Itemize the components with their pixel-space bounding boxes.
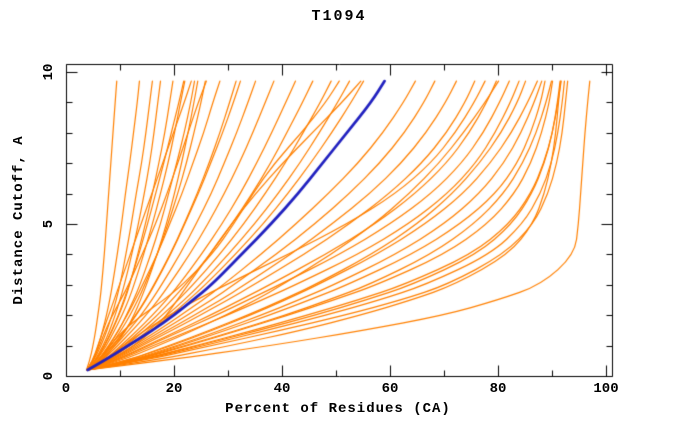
x-tick-label: 100 xyxy=(593,381,619,397)
x-axis-label: Percent of Residues (CA) xyxy=(225,401,451,417)
y-tick-label: 5 xyxy=(41,219,57,229)
y-tick-label: 10 xyxy=(41,63,57,81)
x-tick-label: 80 xyxy=(489,381,507,397)
x-tick-label: 60 xyxy=(381,381,399,397)
y-tick-label: 0 xyxy=(41,371,57,381)
x-tick-label: 40 xyxy=(273,381,291,397)
chart-title: T1094 xyxy=(311,8,367,25)
x-tick-label: 20 xyxy=(165,381,183,397)
x-tick-label: 0 xyxy=(61,381,71,397)
y-axis-label: Distance Cutoff, A xyxy=(11,135,27,305)
